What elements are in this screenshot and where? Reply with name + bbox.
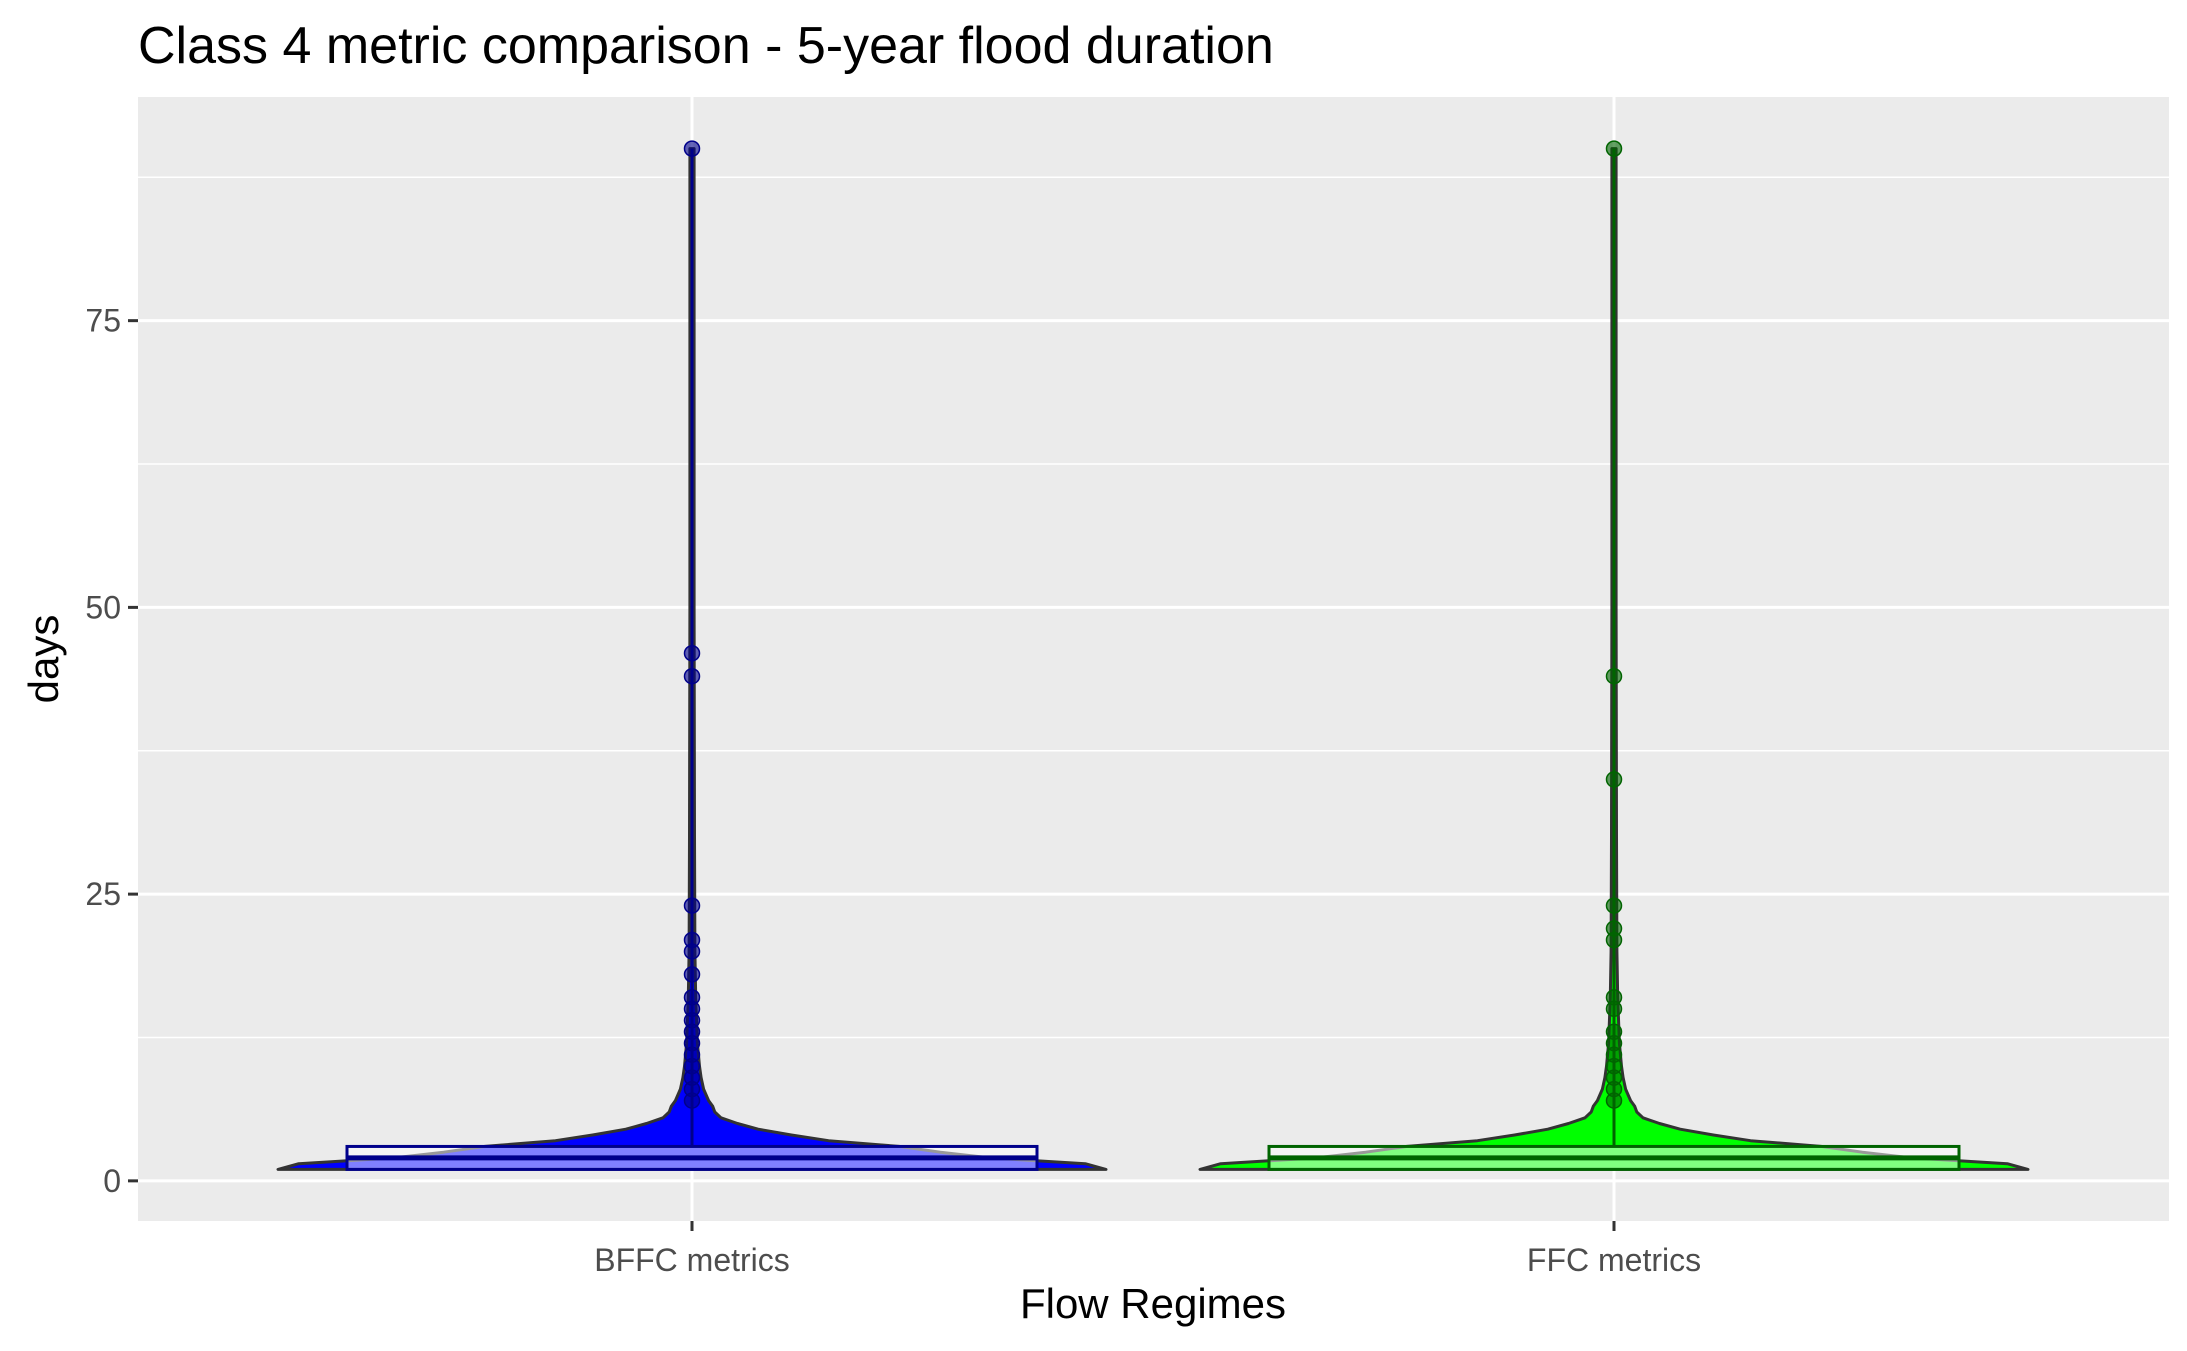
outlier-point [1605,667,1623,685]
x-tick-label: BFFC metrics [594,1242,790,1278]
outlier-point [683,645,701,662]
outlier-point [1605,897,1623,914]
y-tick-label: 0 [103,1163,121,1199]
outlier-point [1605,931,1623,949]
y-axis-title: days [20,615,67,704]
x-tick-label: FFC metrics [1527,1242,1701,1278]
outlier-point [683,966,701,983]
outlier-point [683,1092,701,1109]
outlier-point [683,667,701,685]
outlier-point [1605,1092,1623,1109]
violin-group [276,140,1108,1171]
outlier-point [683,897,701,914]
x-axis-title: Flow Regimes [1020,1280,1286,1327]
outlier-point [683,140,701,157]
axes: 0 25 50 75 BFFC metrics FFC metrics [85,303,1701,1278]
y-tick-label: 50 [85,589,121,625]
y-tick-label: 75 [85,303,121,339]
outlier-point [1605,771,1623,788]
plot-panel [138,97,2169,1221]
y-tick-label: 25 [85,876,121,912]
outlier-point [683,943,701,960]
chart-title: Class 4 metric comparison - 5-year flood… [138,17,1274,75]
outlier-point [1605,1000,1623,1018]
outlier-point [1605,140,1623,157]
violins [276,140,2030,1171]
violin-group [1198,140,2030,1171]
